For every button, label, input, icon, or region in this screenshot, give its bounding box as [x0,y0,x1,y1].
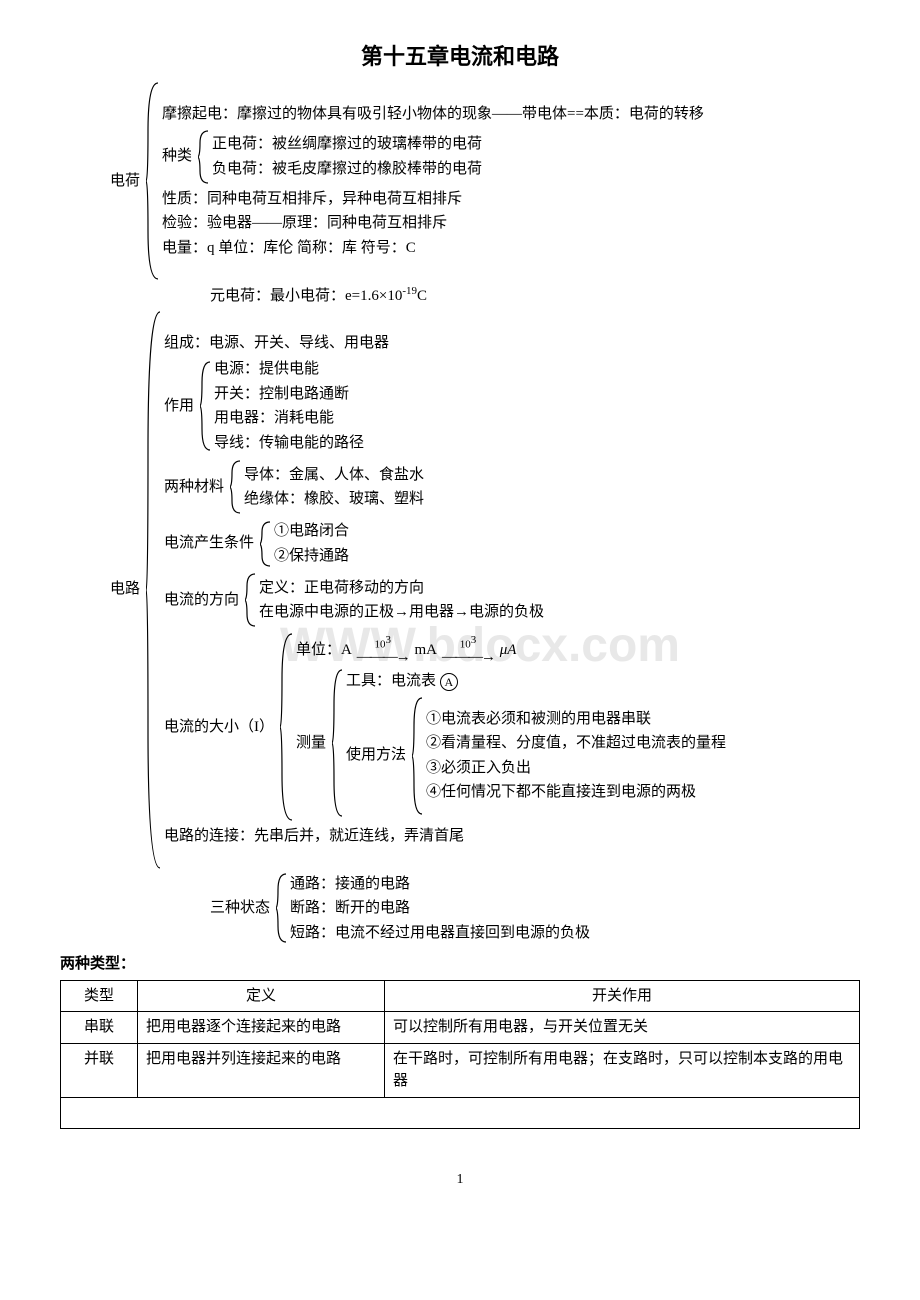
table-row: 串联 把用电器逐个连接起来的电路 可以控制所有用电器，与开关位置无关 [61,1012,860,1044]
measure-label: 测量 [296,668,330,818]
page-content: 第十五章电流和电路 电荷 摩擦起电：摩擦过的物体具有吸引轻小物体的现象——带电体… [60,40,860,1190]
cell: 串联 [61,1012,138,1044]
method-c: ③必须正入负出 [426,757,860,780]
dir-a: 定义：正电荷移动的方向 [259,577,860,600]
states-block: 三种状态 通路：接通的电路 断路：断开的电路 短路：电流不经过用电器直接回到电源… [60,872,860,946]
cell [61,1097,860,1128]
materials-label: 两种材料 [164,459,228,515]
page-number: 1 [60,1169,860,1190]
th-switch: 开关作用 [385,980,860,1012]
pos-charge: 正电荷：被丝绸摩擦过的玻璃棒带的电荷 [212,133,860,156]
brace-icon [258,519,274,568]
brace-icon [330,668,346,818]
charge-label: 电荷 [60,81,144,281]
types-label: 种类 [162,129,196,185]
cell: 在干路时，可控制所有用电器；在支路时，只可以控制本支路的用电器 [385,1043,860,1097]
types-table: 类型 定义 开关作用 串联 把用电器逐个连接起来的电路 可以控制所有用电器，与开… [60,980,860,1129]
elem-charge-line: 元电荷：最小电荷：e=1.6×10-19C [60,283,860,308]
th-def: 定义 [138,980,385,1012]
state-c: 短路：电流不经过用电器直接回到电源的负极 [290,922,860,945]
brace-icon [278,632,296,822]
friction-line: 摩擦起电：摩擦过的物体具有吸引轻小物体的现象——带电体==本质：电荷的转移 [162,103,860,126]
state-b: 断路：断开的电路 [290,897,860,920]
func-a: 电源：提供电能 [214,358,860,381]
table-row: 类型 定义 开关作用 [61,980,860,1012]
brace-icon [243,572,259,628]
state-a: 通路：接通的电路 [290,873,860,896]
circuit-label: 电路 [60,310,144,870]
charge-block: 电荷 摩擦起电：摩擦过的物体具有吸引轻小物体的现象——带电体==本质：电荷的转移… [60,81,860,281]
th-type: 类型 [61,980,138,1012]
brace-icon [196,129,212,185]
brace-icon [198,357,214,455]
brace-icon [144,81,162,281]
method-label: 使用方法 [346,696,410,816]
cell: 可以控制所有用电器，与开关位置无关 [385,1012,860,1044]
mat-a: 导体：金属、人体、食盐水 [244,464,860,487]
property-line: 性质：同种电荷互相排斥，异种电荷互相排斥 [162,188,860,211]
mat-b: 绝缘体：橡胶、玻璃、塑料 [244,488,860,511]
test-line: 检验：验电器——原理：同种电荷互相排斥 [162,212,860,235]
brace-icon [274,872,290,946]
brace-icon [410,696,426,816]
connect-line: 电路的连接：先串后并，就近连线，弄清首尾 [164,825,860,848]
cell: 把用电器逐个连接起来的电路 [138,1012,385,1044]
func-b: 开关：控制电路通断 [214,383,860,406]
cell: 把用电器并列连接起来的电路 [138,1043,385,1097]
circuit-block: 电路 组成：电源、开关、导线、用电器 作用 电源：提供电能 开关：控制电路通断 … [60,310,860,870]
cond-label: 电流产生条件 [164,519,258,568]
tool-line: 工具：电流表 A [346,670,860,693]
ammeter-icon: A [440,673,458,691]
method-a: ①电流表必须和被测的用电器串联 [426,708,860,731]
dir-b: 在电源中电源的正极→用电器→电源的负极 [259,601,860,624]
table-row [61,1097,860,1128]
brace-icon [144,310,164,870]
cond-b: ②保持通路 [274,545,860,568]
func-label: 作用 [164,357,198,455]
func-c: 用电器：消耗电能 [214,407,860,430]
mag-label: 电流的大小（I） [164,632,278,822]
chapter-title: 第十五章电流和电路 [60,40,860,73]
brace-icon [228,459,244,515]
table-row: 并联 把用电器并列连接起来的电路 在干路时，可控制所有用电器；在支路时，只可以控… [61,1043,860,1097]
func-d: 导线：传输电能的路径 [214,432,860,455]
method-b: ②看清量程、分度值，不准超过电流表的量程 [426,732,860,755]
method-d: ④任何情况下都不能直接连到电源的两极 [426,781,860,804]
states-label: 三种状态 [210,872,274,946]
cell: 并联 [61,1043,138,1097]
dir-label: 电流的方向 [164,572,243,628]
cond-a: ①电路闭合 [274,520,860,543]
neg-charge: 负电荷：被毛皮摩擦过的橡胶棒带的电荷 [212,158,860,181]
qty-line: 电量：q 单位：库伦 简称：库 符号：C [162,237,860,260]
composition-line: 组成：电源、开关、导线、用电器 [164,332,860,355]
unit-line: 单位：A 103———→ mA 103———→ μA [296,635,860,666]
table-heading: 两种类型： [60,953,860,976]
